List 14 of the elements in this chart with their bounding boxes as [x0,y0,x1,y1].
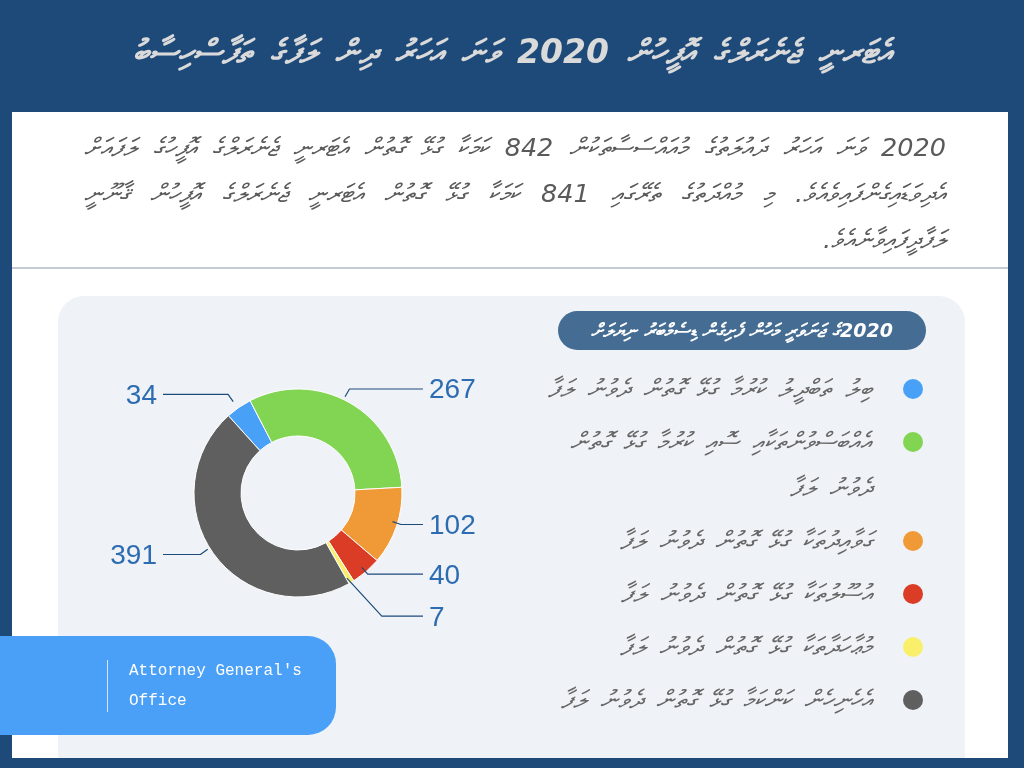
data-label: 391 [110,539,157,570]
legend-title: 2020ގެ ޖަނަވަރީ މަހުން ފެށިގެން ޑިސެމްބަރު ނިޔަލަށް [558,311,926,350]
data-label: 7 [429,600,445,632]
legend-label: މުޢާހަދާތަކާ ގުޅޭ ގޮތުން ދެވުނު ލަފާ [619,631,872,663]
legend-label: ބިލު ތަބްދީލު ކުރުމާ ގުޅޭ ގޮތުން ދެވުނު ލަފާ [547,373,872,407]
data-label: 34 [125,378,157,410]
chart-title: އެޓަރނީ ޖެނެރަލްގެ އޮފީހުން 2020 ވަނަ އަހަރު ދިން ލަފާގެ ތަފާސްހިސާބު [131,31,896,76]
data-label: 40 [429,558,461,590]
data-label: 102 [429,509,476,541]
text: Attorney General's Office [129,661,303,712]
chart-subtitle: 2020 ވަނަ އަހަރު ދައުލަތުގެ މުއައްސަސާތަކުން 842 ކަމަކާ ގުޅޭ ގޮތުން އެޓަރނީ ޖެނެރަލްގެ އޮފީހުގެ ލަފައަށް އެދިވަޑައިގެންފައިވެއެވެ. މި މުއްދަތުގެ ތެރޭގައި 841 ކަމަކާ ގުޅޭ ގޮތުން އެޓަރނީ ޖެނެރަލްގެ އޮފީހުން ޤާނޫނީ ލަފާދީފައިވާނެއެވެ. [84,131,946,258]
data-label: 267 [429,373,476,405]
legend-label: އުސޫލުތަކާ ގުޅޭ ގޮތުން ދެވުނު ލަފާ [620,578,872,610]
legend-label: އެހެނިހެން ކަންކަމާ ގުޅޭ ގޮތުން ދެވުނު ލަފާ [560,684,872,716]
